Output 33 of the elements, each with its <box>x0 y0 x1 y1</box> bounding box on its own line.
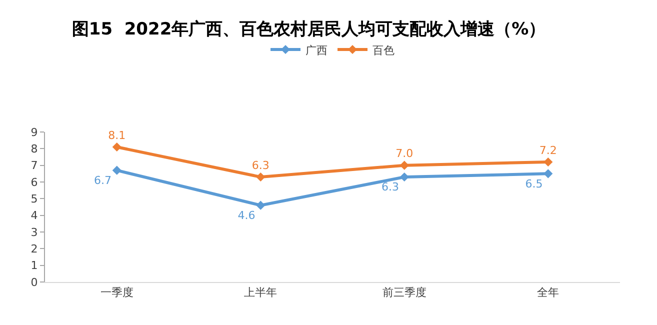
y-tick-label: 5 <box>30 192 38 206</box>
point <box>544 157 553 167</box>
y-tick-label: 0 <box>30 276 38 289</box>
data-label: 4.6 <box>238 208 256 222</box>
x-tick-label: 前三季度 <box>382 286 426 300</box>
point <box>112 166 122 175</box>
legend-label: 百色 <box>372 44 394 57</box>
data-label: 6.7 <box>94 174 112 187</box>
x-tick-label: 上半年 <box>244 286 278 300</box>
x-tick-label: 全年 <box>537 286 560 300</box>
y-tick-label: 6 <box>30 176 38 189</box>
data-label: 6.3 <box>252 158 270 172</box>
y-tick-label: 7 <box>30 159 38 172</box>
y-tick-label: 1 <box>30 259 38 272</box>
y-tick-label: 3 <box>30 226 38 239</box>
data-label: 7.2 <box>539 144 557 157</box>
point <box>400 172 409 182</box>
chart-title: 图15 2022年广西、百色农村居民人均可支配收入增速（%） <box>72 20 546 40</box>
y-tick-label: 2 <box>30 242 38 256</box>
data-label: 6.5 <box>525 177 543 190</box>
point <box>112 142 122 152</box>
point <box>400 160 409 170</box>
point <box>544 169 553 178</box>
y-tick-label: 4 <box>30 209 38 222</box>
y-tick-label: 9 <box>30 126 38 139</box>
x-tick-label: 一季度 <box>100 286 134 300</box>
point <box>256 172 266 182</box>
data-label: 8.1 <box>108 128 126 142</box>
point <box>256 200 266 210</box>
data-label: 7.0 <box>396 147 414 160</box>
y-tick-label: 8 <box>30 142 38 156</box>
legend-label: 广西 <box>306 44 328 57</box>
data-label: 6.3 <box>382 180 400 194</box>
